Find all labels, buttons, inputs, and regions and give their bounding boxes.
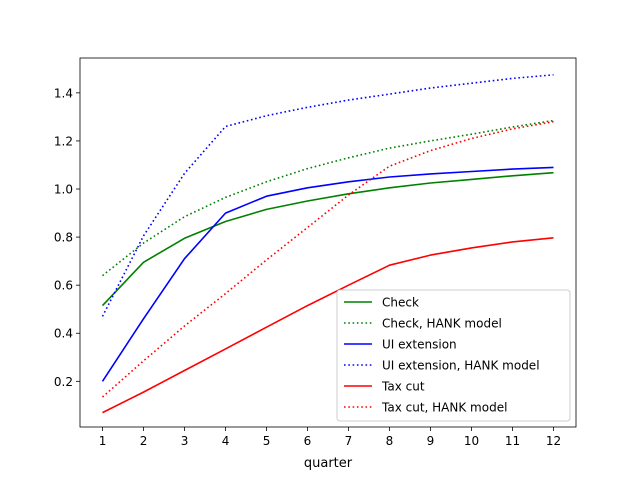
x-tick-label: 9 [427,434,435,448]
y-tick-label: 0.8 [54,231,73,245]
legend-label-3: UI extension, HANK model [382,359,540,373]
x-axis-label: quarter [304,456,353,471]
x-tick-label: 7 [345,434,353,448]
legend-label-2: UI extension [382,338,457,352]
x-tick-label: 3 [181,434,189,448]
y-tick-label: 0.6 [54,279,73,293]
legend-label-5: Tax cut, HANK model [381,401,507,415]
x-tick-label: 8 [386,434,394,448]
series-layer [101,74,554,414]
series-line-5 [101,120,554,398]
legend-box [336,289,571,422]
x-tick-label: 6 [304,434,312,448]
x-tick-label: 2 [140,434,148,448]
y-tick-label: 0.2 [54,375,73,389]
x-tick-label: 5 [263,434,271,448]
series-line-3 [101,74,554,317]
legend: Check Check, HANK model UI extension UI ext… [336,289,571,422]
y-tick-label: 1.2 [54,134,73,148]
legend-label-4: Tax cut [381,380,425,394]
y-tick-label: 1.0 [54,183,73,197]
legend-label-0: Check [382,296,419,310]
x-tick-label: 10 [464,434,479,448]
x-axis-ticks: 1 2 3 4 5 6 7 8 9 10 11 12 [99,427,561,448]
series-line-1 [102,119,554,277]
series-line-4 [102,237,554,414]
y-axis-ticks: 0.2 0.4 0.6 0.8 1.0 1.2 1.4 [54,86,80,389]
x-tick-label: 11 [505,434,520,448]
x-tick-label: 12 [546,434,561,448]
x-tick-label: 4 [222,434,230,448]
y-tick-label: 1.4 [54,86,73,100]
y-tick-label: 0.4 [54,327,73,341]
plot-frame [79,57,577,428]
series-line-0 [101,171,554,307]
series-line-2 [101,166,554,382]
x-tick-label: 1 [99,434,107,448]
legend-label-1: Check, HANK model [382,317,502,331]
